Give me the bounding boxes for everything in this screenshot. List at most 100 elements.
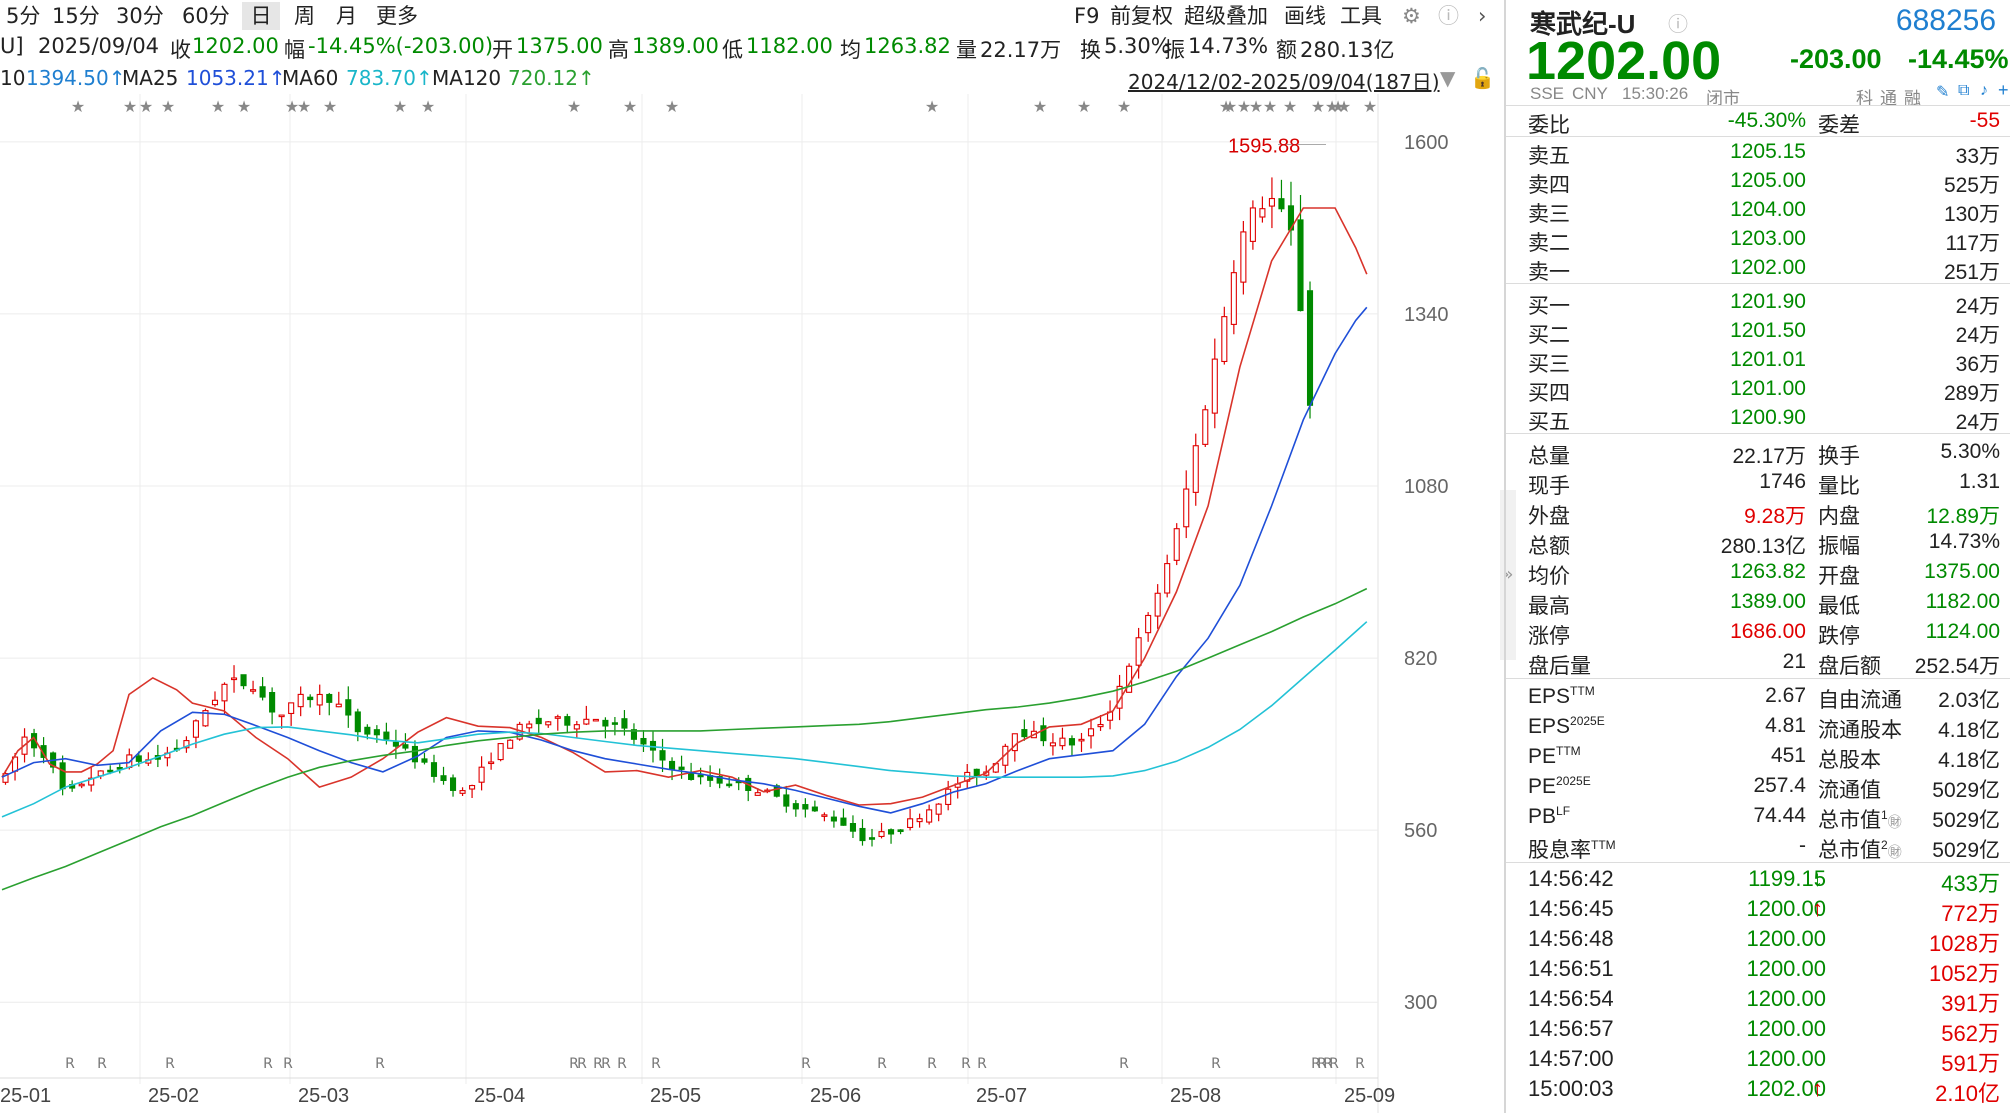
vol-label: 量: [956, 38, 977, 62]
help-icon[interactable]: ⓘ: [1438, 4, 1459, 28]
x-tick-label: 25-04: [474, 1085, 525, 1107]
chevron-right-icon[interactable]: ›: [1478, 4, 1487, 28]
candle-up: [945, 788, 952, 806]
avg-value: 1263.82: [864, 34, 951, 58]
tag-ke: 科: [1856, 89, 1873, 108]
period-5min[interactable]: 5分: [6, 4, 41, 28]
tick-price: 1200.00: [1746, 1016, 1826, 1041]
avg-label: 均: [840, 38, 861, 62]
edit-icon[interactable]: ✎: [1936, 84, 1950, 101]
period-30min[interactable]: 30分: [116, 4, 164, 28]
tick-row: 14:56:54 1200.00 391万: [1506, 984, 2010, 1016]
tick-price: 1200.00: [1746, 1046, 1826, 1071]
candle-up: [1087, 728, 1095, 737]
tick-time: 14:56:45: [1528, 896, 1614, 921]
candle-down: [1306, 290, 1314, 406]
tick-volume: 433万: [1941, 871, 2000, 896]
candle-up: [507, 739, 514, 749]
candle-down: [373, 729, 380, 736]
fundamental-value: -: [1799, 834, 1806, 857]
date-range[interactable]: 2024/12/02-2025/09/04(187日): [1128, 70, 1440, 94]
event-star: ★: [71, 97, 85, 116]
bid-volume: 24万: [1955, 324, 2000, 347]
fundamental-value: 451: [1770, 744, 1806, 767]
candle-down: [1068, 738, 1076, 746]
period-day[interactable]: 日: [242, 2, 280, 30]
add-icon[interactable]: +: [1998, 80, 2009, 100]
candle-down: [383, 731, 390, 740]
fundamental-row: EPSTTM 2.67 自由流通 2.03亿: [1506, 682, 2010, 712]
gear-icon[interactable]: ⚙: [1402, 4, 1421, 28]
stat-label: 均价: [1528, 565, 1570, 588]
event-star: ★: [323, 97, 337, 116]
stat-label: 开盘: [1818, 565, 1860, 588]
fundamental-value: 5029亿: [1932, 809, 2000, 832]
stat-row: 现手 1746 量比 1.31: [1506, 468, 2010, 498]
candle-up: [926, 809, 933, 823]
ma10-value: 1394.50↑: [26, 66, 126, 90]
r-marker: R: [165, 1056, 175, 1072]
f9-button[interactable]: F9: [1074, 4, 1100, 28]
dropdown-icon[interactable]: ▼: [1440, 66, 1456, 90]
candle-down: [259, 686, 266, 698]
x-tick-label: 25-08: [1170, 1085, 1221, 1107]
lock-icon[interactable]: 🔓: [1470, 66, 1495, 90]
info-date: 2025/09/04: [38, 34, 160, 58]
candle-up: [916, 818, 923, 823]
kline-chart-area[interactable]: 5分 15分 30分 60分 日 周 月 更多 F9 前复权 超级叠加 画线 工…: [0, 0, 1502, 1113]
candle-up: [1097, 723, 1104, 728]
x-tick-label: 25-05: [650, 1085, 701, 1107]
candle-down: [1021, 729, 1028, 738]
ask-label: 卖三: [1528, 203, 1570, 226]
candle-up: [335, 703, 342, 708]
period-month[interactable]: 月: [336, 4, 357, 28]
change-label: 幅: [284, 38, 305, 62]
candle-up: [497, 743, 504, 761]
adjust-button[interactable]: 前复权: [1110, 4, 1173, 28]
ask-volume: 33万: [1955, 145, 2000, 168]
ask-price: 1205.00: [1730, 169, 1806, 192]
candle-down: [116, 767, 123, 770]
period-15min[interactable]: 15分: [52, 4, 100, 28]
candle-down: [564, 716, 571, 726]
currency: CNY: [1572, 84, 1608, 103]
event-star: ★: [161, 97, 175, 116]
close-value: 1202.00: [192, 34, 279, 58]
bid-volume: 24万: [1955, 411, 2000, 434]
candle-up: [545, 721, 552, 726]
ask-row: 卖三 1204.00 130万: [1506, 196, 2010, 226]
stat-row: 涨停 1686.00 跌停 1124.00: [1506, 618, 2010, 648]
candle-up: [297, 693, 304, 708]
fundamental-label: EPSTTM: [1528, 684, 1595, 708]
tools-button[interactable]: 工具: [1340, 4, 1382, 28]
draw-line-button[interactable]: 画线: [1284, 4, 1326, 28]
copy-icon[interactable]: ⧉: [1958, 82, 1970, 99]
quote-panel: 寒武纪-U ⓘ 688256 1202.00 -203.00 -14.45% S…: [1504, 0, 2010, 1113]
bid-volume: 36万: [1955, 353, 2000, 376]
period-60min[interactable]: 60分: [182, 4, 230, 28]
candle-down: [354, 711, 361, 733]
info-circle-icon[interactable]: ⓘ: [1668, 14, 1688, 36]
candle-down: [602, 719, 609, 727]
ma60-value: 783.70↑: [346, 66, 433, 90]
stock-code: 688256: [1895, 4, 1996, 37]
r-marker: R: [1119, 1056, 1129, 1072]
stat-label: 跌停: [1818, 625, 1860, 648]
amp-label: 振: [1164, 38, 1185, 62]
period-more[interactable]: 更多: [376, 4, 418, 28]
candle-up: [1230, 272, 1237, 325]
candle-up: [821, 814, 828, 817]
overlay-button[interactable]: 超级叠加: [1184, 4, 1268, 28]
bell-icon[interactable]: ♪: [1980, 82, 1988, 99]
r-marker: R: [569, 1056, 579, 1072]
bid-label: 买四: [1528, 382, 1570, 405]
candlestick-chart[interactable]: ★ ★ ★ ★ ★ ★ ★★ ★ ★ ★ ★ ★ ★ ★ ★ ★ ★ ★★ ★★ ★ ★ ★ ★★★ ★ 1600134010…: [0, 94, 1500, 1113]
tick-volume: 1028万: [1929, 931, 2000, 956]
fundamental-value: 257.4: [1753, 774, 1806, 797]
ask-row: 卖五 1205.15 33万: [1506, 138, 2010, 168]
low-value: 1182.00: [746, 34, 833, 58]
tick-volume: 772万: [1941, 901, 2000, 926]
candle-up: [211, 699, 219, 706]
period-week[interactable]: 周: [294, 4, 315, 28]
